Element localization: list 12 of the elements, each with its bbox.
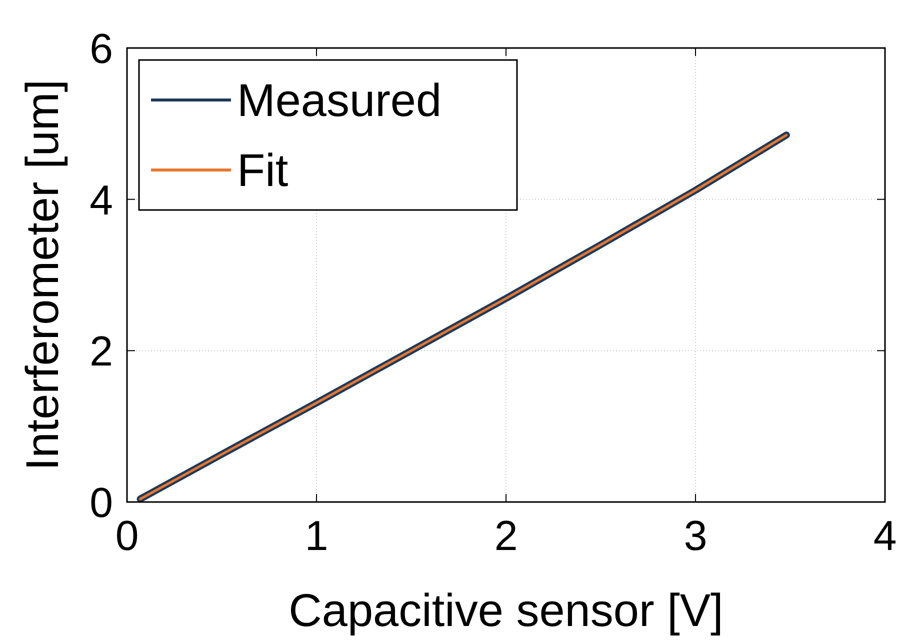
- y-axis-title: Interferometer [um]: [16, 79, 68, 471]
- y-tick-label: 0: [90, 479, 113, 526]
- x-tick-label: 2: [494, 512, 518, 559]
- x-tick-label: 1: [304, 512, 328, 559]
- x-tick-label: 4: [873, 512, 897, 559]
- y-tick-label: 2: [90, 328, 113, 375]
- legend-label: Measured: [237, 74, 442, 126]
- x-tick-label: 3: [684, 512, 708, 559]
- y-tick-label: 4: [90, 176, 113, 224]
- x-axis-title: Capacitive sensor [V]: [288, 584, 724, 636]
- y-tick-label: 6: [90, 25, 113, 72]
- legend-label: Fit: [237, 144, 288, 196]
